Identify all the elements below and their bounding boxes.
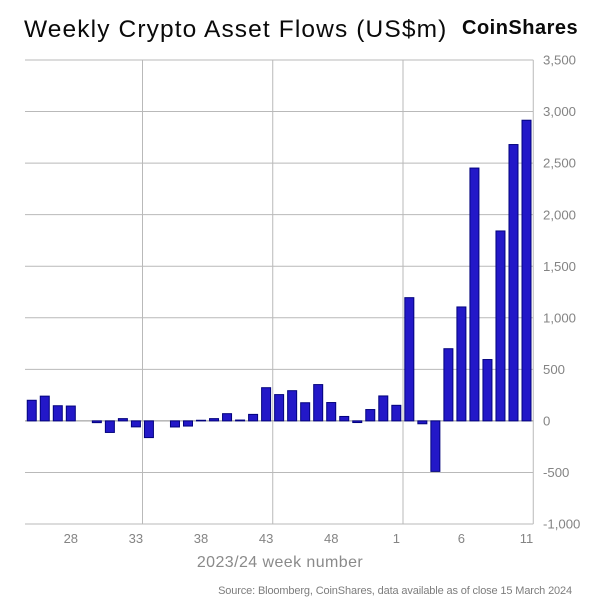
svg-text:2,500: 2,500 [543,156,576,171]
svg-text:48: 48 [324,531,338,546]
svg-text:43: 43 [259,531,273,546]
svg-text:11: 11 [520,531,534,546]
svg-text:38: 38 [194,531,208,546]
svg-text:3,000: 3,000 [543,104,576,119]
svg-text:3,500: 3,500 [543,53,576,68]
svg-text:0: 0 [543,413,550,428]
svg-text:2,000: 2,000 [543,207,576,222]
svg-text:1,500: 1,500 [543,259,576,274]
svg-text:-500: -500 [543,465,569,480]
svg-text:6: 6 [458,531,465,546]
svg-text:1,000: 1,000 [543,310,576,325]
svg-text:500: 500 [543,362,565,377]
svg-text:33: 33 [129,531,143,546]
svg-text:-1,000: -1,000 [543,517,580,532]
svg-text:28: 28 [64,531,78,546]
svg-text:1: 1 [393,531,400,546]
